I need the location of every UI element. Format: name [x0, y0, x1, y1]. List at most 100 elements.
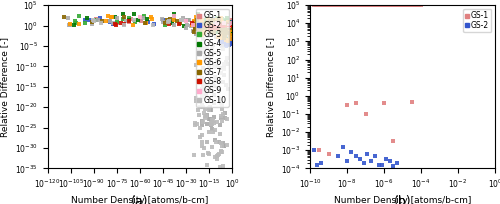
Point — [218, 44, 226, 48]
Point — [222, 35, 230, 39]
Point — [222, 19, 230, 23]
Point — [224, 27, 232, 30]
GS-1 — [384, 3, 392, 7]
Point — [216, 21, 224, 24]
Point — [226, 33, 234, 36]
GS-1 — [376, 3, 384, 7]
Point — [176, 22, 184, 25]
GS-1 — [372, 3, 380, 7]
Point — [220, 22, 228, 26]
Point — [195, 61, 203, 64]
Point — [216, 25, 224, 28]
Point — [202, 26, 210, 29]
Point — [209, 31, 217, 34]
Point — [219, 38, 227, 42]
Point — [224, 21, 232, 24]
Point — [219, 25, 227, 28]
GS-2 — [310, 149, 318, 152]
GS-1 — [354, 3, 362, 7]
Point — [227, 32, 235, 35]
Point — [226, 23, 234, 27]
Point — [204, 21, 212, 25]
Point — [225, 40, 233, 43]
Point — [220, 38, 228, 42]
Point — [192, 23, 200, 27]
Point — [220, 144, 228, 147]
Point — [222, 25, 230, 28]
Point — [224, 24, 232, 28]
Point — [206, 28, 214, 31]
Point — [202, 114, 210, 118]
Point — [206, 65, 214, 68]
Point — [206, 58, 214, 61]
Point — [192, 19, 200, 23]
Point — [102, 19, 110, 23]
Point — [191, 27, 199, 31]
Point — [208, 26, 216, 29]
GS-1 — [319, 3, 327, 7]
Point — [204, 18, 212, 21]
Point — [226, 26, 234, 29]
Point — [222, 24, 230, 28]
Point — [221, 36, 229, 39]
GS-1 — [395, 3, 403, 7]
Point — [220, 37, 228, 40]
Point — [216, 132, 224, 136]
Point — [225, 22, 233, 25]
Point — [214, 18, 222, 22]
Text: (b): (b) — [394, 195, 411, 204]
Point — [206, 24, 214, 27]
GS-1 — [396, 3, 404, 7]
Point — [214, 16, 222, 19]
Point — [222, 20, 230, 24]
Point — [106, 19, 114, 23]
Point — [120, 16, 128, 19]
Point — [208, 123, 216, 126]
Point — [184, 19, 192, 22]
Point — [217, 33, 225, 36]
Point — [217, 117, 225, 120]
Point — [194, 23, 202, 26]
Point — [200, 85, 207, 88]
Point — [192, 122, 200, 125]
Point — [201, 47, 209, 50]
Point — [208, 18, 216, 21]
Point — [198, 20, 206, 24]
Point — [220, 22, 228, 26]
GS-2 — [367, 159, 375, 163]
Point — [210, 65, 218, 68]
Point — [198, 95, 206, 99]
Point — [213, 157, 221, 161]
Point — [108, 16, 116, 19]
Point — [218, 20, 226, 24]
Point — [220, 37, 228, 41]
Point — [221, 116, 229, 120]
Point — [224, 25, 232, 28]
Point — [217, 24, 225, 28]
Point — [198, 124, 205, 127]
Point — [215, 23, 223, 27]
GS-2 — [352, 154, 360, 157]
GS-1 — [358, 3, 366, 7]
Point — [216, 20, 224, 23]
Point — [198, 121, 206, 124]
Point — [188, 23, 196, 27]
Point — [213, 154, 221, 157]
Point — [214, 86, 222, 90]
Point — [217, 32, 225, 35]
Point — [218, 21, 226, 24]
GS-2 — [334, 154, 342, 157]
GS-1 — [334, 3, 342, 7]
Point — [222, 19, 230, 22]
Point — [190, 29, 198, 32]
Point — [125, 19, 133, 22]
Point — [199, 37, 207, 40]
GS-2 — [360, 161, 368, 164]
Point — [226, 29, 234, 32]
Point — [198, 144, 206, 147]
Point — [212, 28, 220, 31]
Point — [218, 17, 226, 21]
Point — [170, 14, 178, 18]
Point — [192, 19, 200, 22]
Point — [205, 117, 213, 120]
